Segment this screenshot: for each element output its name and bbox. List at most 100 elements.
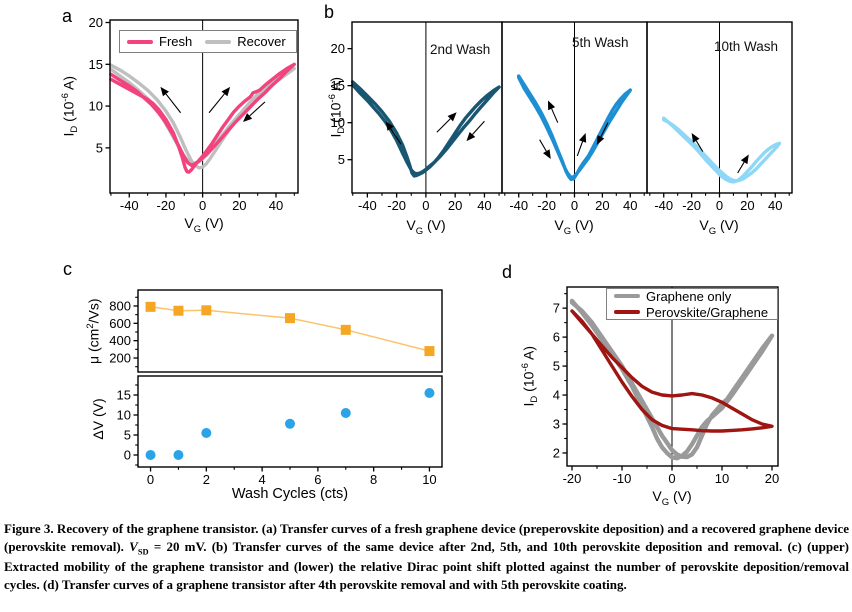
panel-c-label: c [63,259,72,279]
data-point-dirac-shift [173,450,184,460]
x-tick-label: 20 [765,471,779,486]
panel-d-label: d [502,262,513,282]
x-tick-label: 40 [623,198,637,213]
panel-b-y-axis-title: ID (10-6 A) [326,76,348,138]
y-tick-label: 10 [89,99,103,114]
sweep-arrow-head [447,112,457,122]
caption-part2: = 20 mV. (b) Transfer curves of the same… [4,538,849,593]
x-tick-label: 0 [716,198,723,213]
sweep-arrow-head [596,135,605,145]
legend-panel-a: Fresh Recover [119,30,297,53]
x-tick-label: 10 [422,472,436,487]
x-tick-label: -20 [537,198,556,213]
x-tick-label: 20 [448,198,462,213]
y-tick-label: 3 [553,417,560,432]
fresh-line-swatch [127,39,153,44]
sweep-arrow-head [740,154,749,165]
y-tick-label: 5 [124,428,131,443]
x-tick-label: -20 [563,471,582,486]
y-tick-label: 2 [553,445,560,460]
sweep-arrow-shaft [249,101,266,117]
y-tick-label: 0 [124,448,131,463]
sweep-arrow-head [548,100,556,111]
sweep-arrow-head [579,133,587,143]
y-tick-label: 5 [96,140,103,155]
legend-label-graphene-only: Graphene only [646,288,732,304]
sweep-arrow-head [385,121,394,131]
x-tick-label: 20 [232,198,246,213]
y-tick-label: 600 [109,316,131,331]
figure-caption: Figure 3. Recovery of the graphene trans… [4,520,849,594]
panel-d-y-axis-title: ID (10-6 A) [519,345,541,407]
panel-c-lower-y-axis-title: ΔV (V) [90,398,106,440]
sweep-arrow-shaft [737,161,745,174]
x-tick-label: 0 [571,198,578,213]
wash-label-10th: 10th Wash [714,39,779,54]
x-tick-label: 0 [147,472,154,487]
series-5th-wash [517,74,632,182]
x-tick-label: 0 [199,198,206,213]
legend-label-perovskite-graphene: Perovskite/Graphene [646,304,769,320]
perovskite-graphene-line-swatch [614,310,640,314]
series-Graphene-only [569,298,775,461]
series-Fresh [109,62,296,174]
y-tick-label: 400 [109,333,131,348]
wash-label-5th: 5th Wash [572,35,629,50]
panel-b3-x-axis-title: VG (V) [699,217,739,237]
sweep-arrow-head [242,113,253,122]
data-point-mobility [145,301,156,312]
vsd-symbol: VSD [129,538,149,557]
panel-c-mobility-plot: 200 400 600 800 [109,289,443,373]
panel-c-x-axis-title: Wash Cycles (cts) [231,486,349,502]
x-tick-label: -40 [654,198,673,213]
panel-a-plot: -40 -20 0 20 40 5 10 15 20 [89,15,299,213]
legend-entry-recover: Recover [205,35,286,48]
panel-b-10th-wash-plot: -40 -20 0 20 40 [646,21,793,213]
panel-b-label: b [324,2,335,22]
x-tick-label: -40 [358,198,377,213]
data-point-dirac-shift [424,388,435,398]
graphene-only-line-swatch [614,294,640,298]
data-point-dirac-shift [340,408,351,418]
x-tick-label: 8 [370,472,377,487]
x-tick-label: 40 [477,198,491,213]
sweep-arrow-head [542,149,551,159]
y-tick-label: 200 [109,351,131,366]
wash-label-2nd: 2nd Wash [430,42,491,57]
y-tick-label: 10 [117,408,131,423]
plot-box [137,289,443,373]
x-tick-label: 2 [203,472,210,487]
x-tick-label: -20 [682,198,701,213]
sweep-arrow-shaft [576,141,584,157]
x-tick-label: 10 [715,471,729,486]
panel-d-x-axis-title: VG (V) [652,488,692,508]
sweep-arrow-head [691,133,700,143]
data-point-mobility [285,313,295,324]
y-tick-label: 10 [331,115,345,130]
sweep-arrow-shaft [208,93,225,114]
x-tick-label: 6 [314,472,321,487]
x-tick-label: 20 [595,198,609,213]
panel-b2-x-axis-title: VG (V) [554,217,594,237]
data-point-dirac-shift [201,428,212,438]
data-point-mobility [340,324,351,335]
data-point-mobility [201,305,212,316]
sweep-arrow-head [221,86,231,97]
panel-a-label: a [62,6,73,26]
panel-b-5th-wash-plot: -40 -20 0 20 40 [501,21,648,213]
x-tick-label: -20 [157,198,176,213]
y-tick-label: 15 [117,388,131,403]
y-tick-label: 20 [331,41,345,56]
y-tick-label: 5 [553,359,560,374]
sweep-arrow-shaft [551,108,559,123]
x-tick-label: 40 [768,198,782,213]
sweep-arrow-shaft [600,122,609,138]
panel-c-dirac-plot: 0 2 4 6 8 10 0 5 10 15 [117,375,443,487]
x-tick-label: -40 [120,198,139,213]
legend-label-fresh: Fresh [159,34,193,49]
sweep-arrow-head [160,86,169,97]
data-point-dirac-shift [145,450,156,460]
legend-panel-d: Graphene only Perovskite/Graphene [606,288,778,320]
